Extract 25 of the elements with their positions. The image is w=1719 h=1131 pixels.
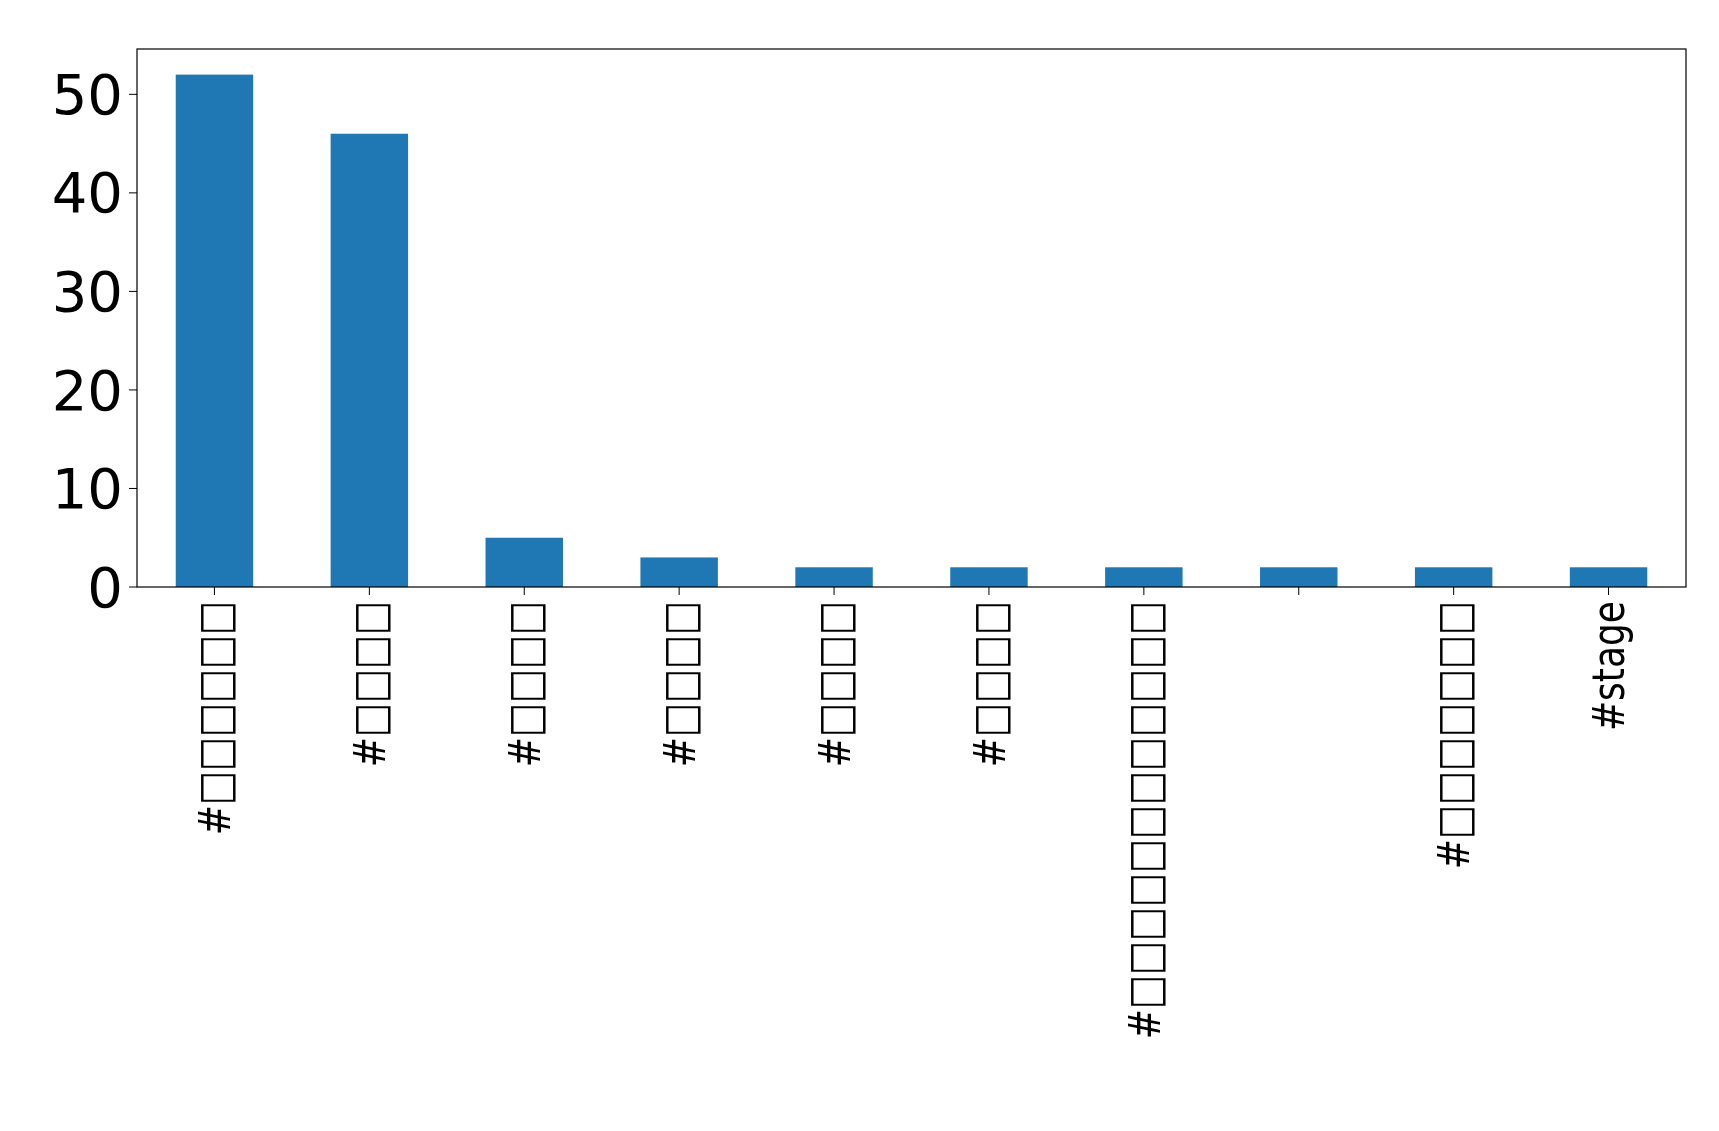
bar: [950, 567, 1028, 587]
bar: [485, 537, 563, 587]
x-tick-label: #□□□□: [343, 601, 397, 768]
bar: [640, 557, 718, 587]
x-tick-label: #□□□□: [962, 601, 1016, 768]
x-tick-label: #stage: [1582, 601, 1636, 732]
y-tick-label: 50: [51, 61, 123, 127]
bar: [1260, 567, 1338, 587]
x-tick-label: #□□□□: [652, 601, 706, 768]
bar: [795, 567, 873, 587]
y-tick-label: 0: [87, 554, 123, 620]
y-tick-label: 40: [51, 160, 123, 226]
bar: [1105, 567, 1183, 587]
bar: [330, 133, 409, 587]
y-tick-label: 20: [51, 357, 123, 423]
y-tick-label: 10: [51, 456, 123, 522]
y-tick-label: 30: [51, 259, 123, 324]
x-tick-label: #□□□□□□□: [1427, 601, 1481, 870]
bar: [1569, 567, 1648, 587]
x-tick-label: #□□□□□□: [188, 601, 242, 836]
x-tick-label: #□□□□: [498, 601, 552, 768]
x-tick-label: #□□□□□□□□□□□□: [1117, 601, 1171, 1040]
bar: [175, 74, 254, 587]
bar: [1414, 567, 1493, 587]
x-tick-label: #□□□□: [807, 601, 861, 768]
